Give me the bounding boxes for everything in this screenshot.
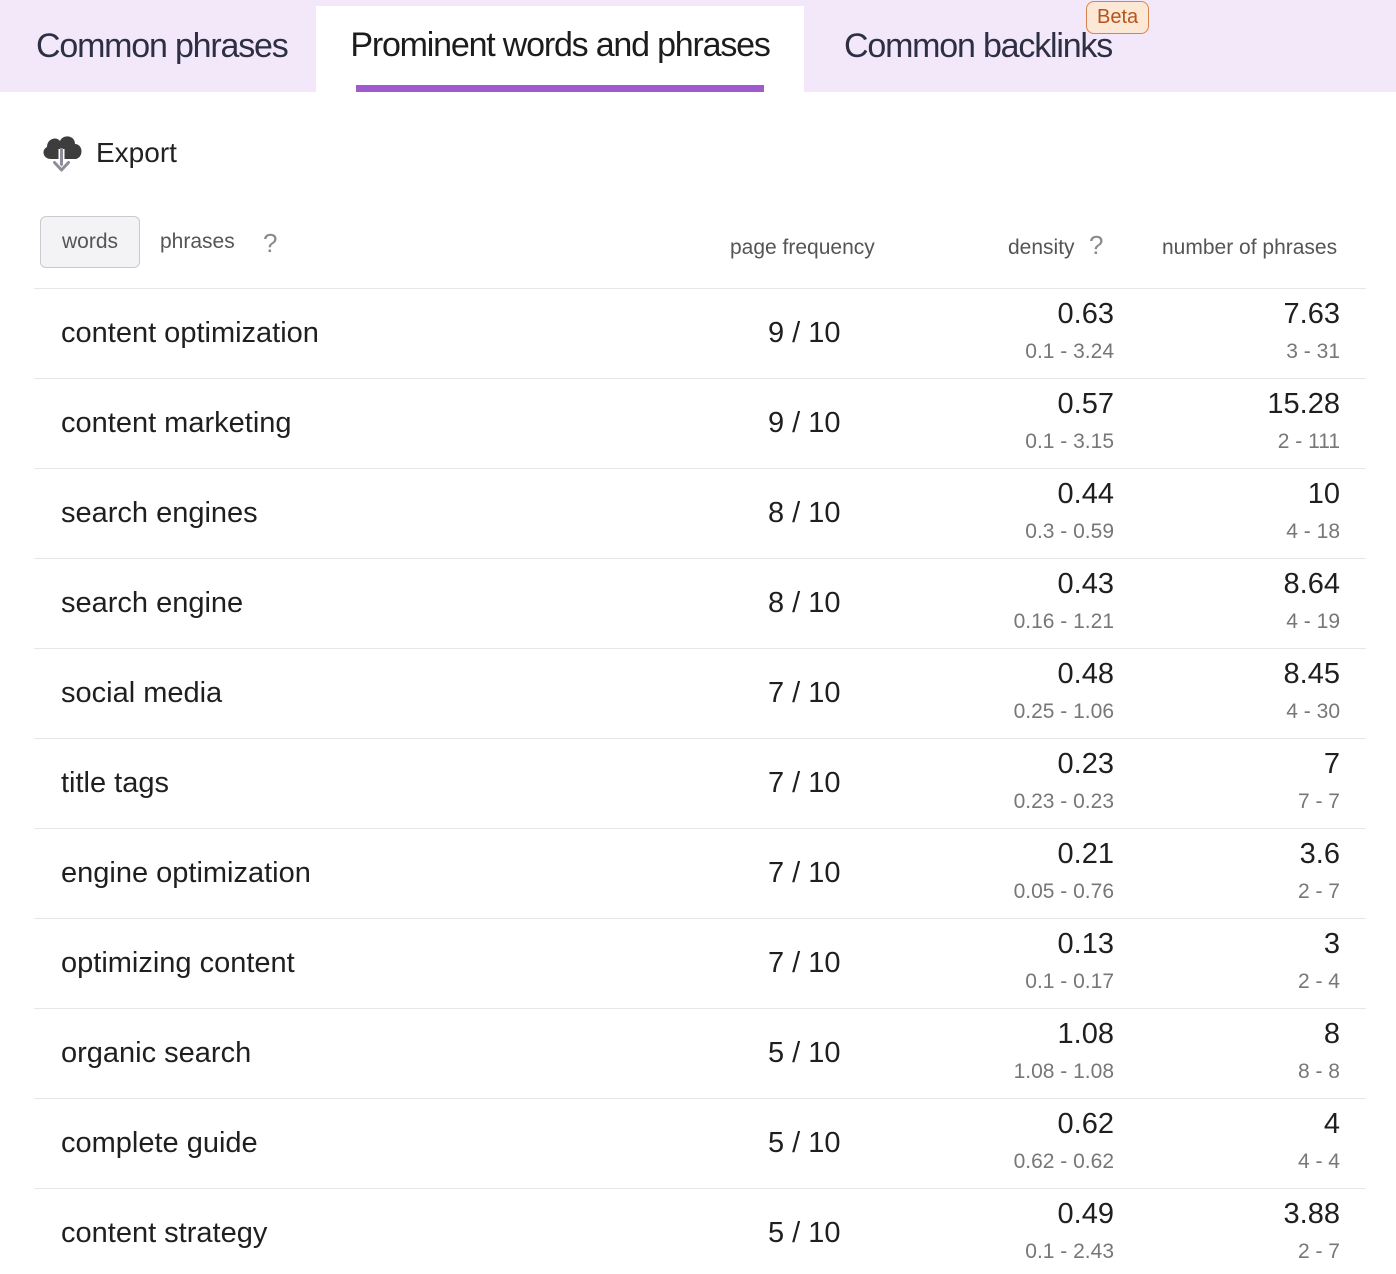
number-of-phrases-value: 4 xyxy=(1323,1108,1340,1140)
number-of-phrases-range: 4 - 30 xyxy=(1286,700,1340,723)
density-range: 0.1 - 3.24 xyxy=(1025,340,1114,363)
page-frequency-cell: 5 / 10 xyxy=(768,1127,841,1159)
toggle-phrases[interactable]: phrases xyxy=(160,230,235,253)
density-range: 0.1 - 3.15 xyxy=(1025,430,1114,453)
phrase-cell: content strategy xyxy=(61,1217,268,1249)
beta-badge: Beta xyxy=(1086,1,1150,34)
table-row: complete guide 5 / 10 0.62 0.62 - 0.62 4 4 - … xyxy=(34,1098,1366,1188)
page-frequency-cell: 9 / 10 xyxy=(768,407,841,439)
number-of-phrases-range: 4 - 4 xyxy=(1297,1150,1340,1173)
number-of-phrases-value: 8.64 xyxy=(1283,568,1340,600)
page-frequency-cell: 7 / 10 xyxy=(768,947,841,979)
number-of-phrases-range: 4 - 19 xyxy=(1286,610,1340,633)
tab-bar: Common phrases Prominent words and phras… xyxy=(0,0,1396,92)
cloud-download-icon xyxy=(38,129,86,177)
table-row: title tags 7 / 10 0.23 0.23 - 0.23 7 7 - 7 xyxy=(34,738,1366,828)
number-of-phrases-range: 2 - 7 xyxy=(1297,1240,1340,1263)
number-of-phrases-value: 3.6 xyxy=(1299,838,1340,870)
phrase-cell: organic search xyxy=(61,1037,252,1069)
density-value: 0.62 xyxy=(1057,1108,1114,1140)
column-header-number-of-phrases: number of phrases xyxy=(1162,236,1338,259)
number-of-phrases-range: 4 - 18 xyxy=(1286,520,1340,543)
page-frequency-cell: 7 / 10 xyxy=(768,857,841,889)
density-value: 0.23 xyxy=(1057,748,1114,780)
density-value: 0.57 xyxy=(1057,388,1114,420)
phrase-cell: optimizing content xyxy=(61,947,295,979)
help-question-icon[interactable]: ? xyxy=(263,228,278,258)
number-of-phrases-value: 3.88 xyxy=(1283,1198,1340,1230)
phrase-cell: social media xyxy=(61,677,223,709)
phrase-cell: content marketing xyxy=(61,407,292,439)
density-range: 0.1 - 2.43 xyxy=(1025,1240,1114,1263)
number-of-phrases-value: 7.63 xyxy=(1283,298,1340,330)
number-of-phrases-value: 3 xyxy=(1323,928,1340,960)
density-value: 0.21 xyxy=(1057,838,1114,870)
table-row: optimizing content 7 / 10 0.13 0.1 - 0.17 3 2… xyxy=(34,918,1366,1008)
number-of-phrases-range: 8 - 8 xyxy=(1297,1060,1340,1083)
density-range: 0.62 - 0.62 xyxy=(1013,1150,1114,1173)
export-label: Export xyxy=(96,137,177,168)
density-range: 1.08 - 1.08 xyxy=(1013,1060,1114,1083)
table-row: search engines 8 / 10 0.44 0.3 - 0.59 10 4 - … xyxy=(34,468,1366,558)
density-range: 0.1 - 0.17 xyxy=(1025,970,1114,993)
tab-common-phrases[interactable]: Common phrases xyxy=(36,0,289,92)
toggle-words[interactable]: words xyxy=(40,216,140,268)
number-of-phrases-range: 2 - 7 xyxy=(1297,880,1340,903)
number-of-phrases-value: 8 xyxy=(1323,1018,1340,1050)
phrases-table: content optimization 9 / 10 0.63 0.1 - 3.24… xyxy=(34,288,1366,1274)
number-of-phrases-range: 3 - 31 xyxy=(1286,340,1340,363)
tab-label: Common phrases xyxy=(36,26,289,65)
phrase-cell: search engine xyxy=(61,587,244,619)
density-value: 0.13 xyxy=(1057,928,1114,960)
page-frequency-cell: 7 / 10 xyxy=(768,767,841,799)
number-of-phrases-value: 7 xyxy=(1323,748,1340,780)
table-row: engine optimization 7 / 10 0.21 0.05 - 0.76… xyxy=(34,828,1366,918)
density-value: 0.48 xyxy=(1057,658,1114,690)
number-of-phrases-value: 10 xyxy=(1307,478,1340,510)
page-frequency-cell: 8 / 10 xyxy=(768,497,841,529)
column-header-page-frequency: page frequency xyxy=(730,236,875,259)
density-range: 0.05 - 0.76 xyxy=(1013,880,1114,903)
tab-label: Common backlinks xyxy=(844,26,1113,65)
table-row: content strategy 5 / 10 0.49 0.1 - 2.43 3.88… xyxy=(34,1188,1366,1274)
table-row: social media 7 / 10 0.48 0.25 - 1.06 8.45 4 -… xyxy=(34,648,1366,738)
column-header-density: density xyxy=(1008,236,1075,259)
density-value: 0.63 xyxy=(1057,298,1114,330)
number-of-phrases-range: 7 - 7 xyxy=(1297,790,1340,813)
density-range: 0.3 - 0.59 xyxy=(1025,520,1114,543)
page-frequency-cell: 5 / 10 xyxy=(768,1217,841,1249)
phrase-cell: complete guide xyxy=(61,1127,258,1159)
phrase-cell: title tags xyxy=(61,767,169,799)
number-of-phrases-range: 2 - 4 xyxy=(1297,970,1340,993)
tab-prominent-words-and-phrases[interactable]: Prominent words and phrases xyxy=(316,6,804,92)
density-help-icon[interactable]: ? xyxy=(1089,230,1104,260)
density-range: 0.23 - 0.23 xyxy=(1013,790,1114,813)
page-frequency-cell: 9 / 10 xyxy=(768,317,841,349)
phrase-cell: engine optimization xyxy=(61,857,311,889)
density-value: 0.49 xyxy=(1057,1198,1114,1230)
active-tab-underline xyxy=(356,85,764,92)
density-value: 0.43 xyxy=(1057,568,1114,600)
density-range: 0.25 - 1.06 xyxy=(1013,700,1114,723)
density-range: 0.16 - 1.21 xyxy=(1013,610,1114,633)
table-row: organic search 5 / 10 1.08 1.08 - 1.08 8 8 - … xyxy=(34,1008,1366,1098)
page-frequency-cell: 8 / 10 xyxy=(768,587,841,619)
page-frequency-cell: 5 / 10 xyxy=(768,1037,841,1069)
phrase-cell: content optimization xyxy=(61,317,319,349)
tab-common-backlinks[interactable]: Common backlinks xyxy=(844,0,1113,92)
phrase-cell: search engines xyxy=(61,497,258,529)
table-row: search engine 8 / 10 0.43 0.16 - 1.21 8.64 4 … xyxy=(34,558,1366,648)
tab-label: Prominent words and phrases xyxy=(350,25,770,64)
table-row: content marketing 9 / 10 0.57 0.1 - 3.15 15.… xyxy=(34,378,1366,468)
number-of-phrases-value: 15.28 xyxy=(1267,388,1340,420)
density-value: 0.44 xyxy=(1057,478,1114,510)
export-button[interactable]: Export xyxy=(38,128,177,178)
density-value: 1.08 xyxy=(1057,1018,1114,1050)
page-frequency-cell: 7 / 10 xyxy=(768,677,841,709)
number-of-phrases-range: 2 - 111 xyxy=(1277,430,1340,453)
table-row: content optimization 9 / 10 0.63 0.1 - 3.24… xyxy=(34,288,1366,378)
number-of-phrases-value: 8.45 xyxy=(1283,658,1340,690)
